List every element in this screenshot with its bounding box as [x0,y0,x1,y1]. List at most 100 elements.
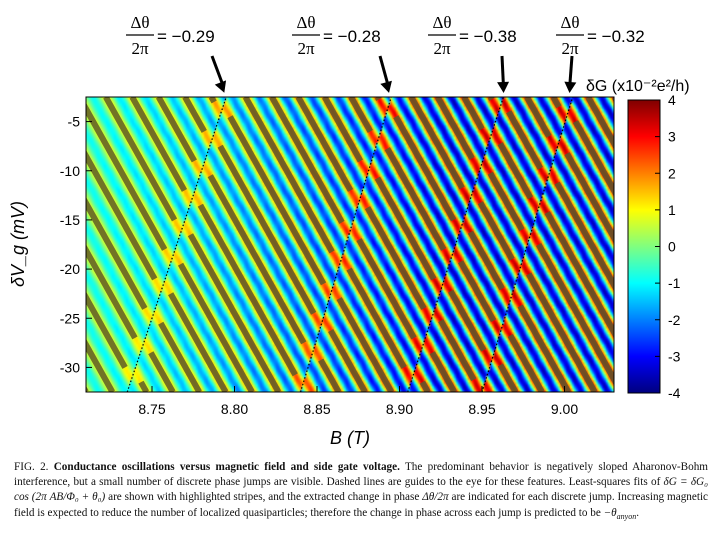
phase-jump-lines [126,97,574,392]
fit-stripe [86,149,158,281]
fit-stripe [524,97,552,138]
fit-stripe [269,97,345,224]
fraction-denominator: 2π [297,39,315,58]
caption-formula-1: δG = δG₀ cos (2π AB/Φ₀ + θ₀) [14,476,709,504]
fit-stripe [550,97,562,109]
colorbar-tick-label: 1 [668,202,676,218]
colorbar-tick-label: 0 [668,239,676,255]
phase-jump-annotation: Δθ 2π = −0.32 [556,13,645,93]
colorbar-ticks: 4 3 2 1 0 -1 -2 -3 -4 [655,92,681,401]
x-tick-label: 8.75 [138,401,165,417]
caption-formula-2: Δθ/2π [422,491,449,504]
fit-stripe [457,260,497,323]
x-tick-label: 8.85 [303,401,330,417]
fit-stripe [182,97,207,133]
fit-stripe [526,272,598,392]
fit-stripe [328,329,368,392]
fit-stripe [507,333,545,392]
fit-stripe [554,181,614,292]
annotation-arrow-shaft [500,55,505,87]
phase-jump-guide [407,97,505,392]
colorbar-tick-label: -3 [668,348,681,364]
fraction-numerator: Δθ [432,13,451,32]
fit-stripe [148,351,176,392]
fit-stripe [208,97,217,104]
colorbar-tick-label: -1 [668,275,681,291]
fit-stripe [86,244,138,340]
fit-stripe [497,142,534,200]
fit-stripe [435,97,475,160]
x-tick-label: 9.00 [551,401,578,417]
y-tick-label: -20 [60,261,80,277]
fit-stripe [564,152,614,244]
y-tick-label: -10 [60,163,80,179]
phase-jump-annotation: Δθ 2π = −0.29 [126,13,227,93]
caption-text-2: are shown with highlighted stripes, and … [108,491,420,504]
caption-formula-3-main: −θ [603,506,617,519]
colorbar: 4 3 2 1 0 -1 -2 -3 -4 δG (x10⁻²e²/h) [586,78,690,401]
fit-stripe [322,97,364,163]
caption-formula-3-sub: anyon [616,511,637,521]
y-tick-label: -30 [60,359,80,375]
fit-stripe [384,147,447,251]
phase-jump-guide [126,97,227,392]
fit-stripe [461,97,485,131]
phase-jump-annotation: Δθ 2π = −0.28 [292,13,392,93]
colorbar-label: δG (x10⁻²e²/h) [586,78,690,95]
fraction-denominator: 2π [433,39,451,58]
fit-stripe [348,97,373,133]
caption-title: Conductance oscillations versus magnetic… [53,461,400,473]
fit-stripe [295,97,354,192]
fit-stripe [572,120,614,197]
fraction-numerator: Δθ [130,13,149,32]
phase-jump-value: = −0.29 [157,27,215,46]
x-axis-label: B (T) [330,428,370,448]
phase-jump-value: = −0.32 [587,27,645,46]
fit-stripe [517,304,571,392]
phase-jump-annotation: Δθ 2π = −0.38 [428,13,517,93]
fit-stripe [448,289,487,352]
fit-stripe [177,262,255,392]
caption-text-1: The predominant behavior is negatively s… [14,461,708,489]
annotation-arrow-shaft [568,55,574,87]
phase-jump-guide [299,97,392,392]
y-axis: -5 -10 -15 -20 -25 -30 [60,114,92,375]
fit-stripe [408,97,465,190]
plot-frame [85,96,615,393]
fit-stripe [318,358,342,392]
fit-stripe [86,197,148,310]
x-tick-label: 8.95 [468,401,495,417]
fit-stripe [86,291,128,369]
y-tick-label: -5 [68,114,81,130]
fit-stripe [168,292,229,392]
fit-stripe [336,297,395,392]
fit-stripe [217,144,317,315]
fit-stripe [536,243,614,386]
colorbar-tick-label: -2 [668,312,681,328]
phase-jump-value: = −0.28 [323,27,381,46]
x-axis: 8.75 8.80 8.85 8.90 8.95 9.00 [138,386,578,417]
y-axis-label: δV_g (mV) [8,201,28,287]
fit-stripe [103,97,178,222]
colorbar-tick-label: 4 [668,92,676,108]
fit-stripe [187,233,282,392]
fit-stripe [419,380,431,392]
phase-jump-annotations: Δθ 2π = −0.29 Δθ 2π = −0.28 Δθ 2π = −0.38 Δθ 2π = −… [126,13,645,93]
fit-stripe [393,115,457,222]
fit-stripe [487,171,525,232]
fit-stripe [129,97,188,192]
x-tick-label: 8.80 [221,401,248,417]
annotation-arrow-head [497,81,510,93]
fit-stripe [227,115,327,286]
colorbar-tick-label: 3 [668,129,676,145]
fraction-numerator: Δθ [296,13,315,32]
fit-stripe [155,97,197,163]
fit-stripe [467,230,505,291]
fit-stripe [0,97,7,392]
caption-formula-3: −θanyon [603,506,637,521]
annotation-arrow-shaft [210,55,225,87]
fit-stripe [544,211,614,339]
fit-stripe [138,380,150,392]
fit-stripe [497,363,519,392]
x-tick-label: 8.90 [386,401,413,417]
